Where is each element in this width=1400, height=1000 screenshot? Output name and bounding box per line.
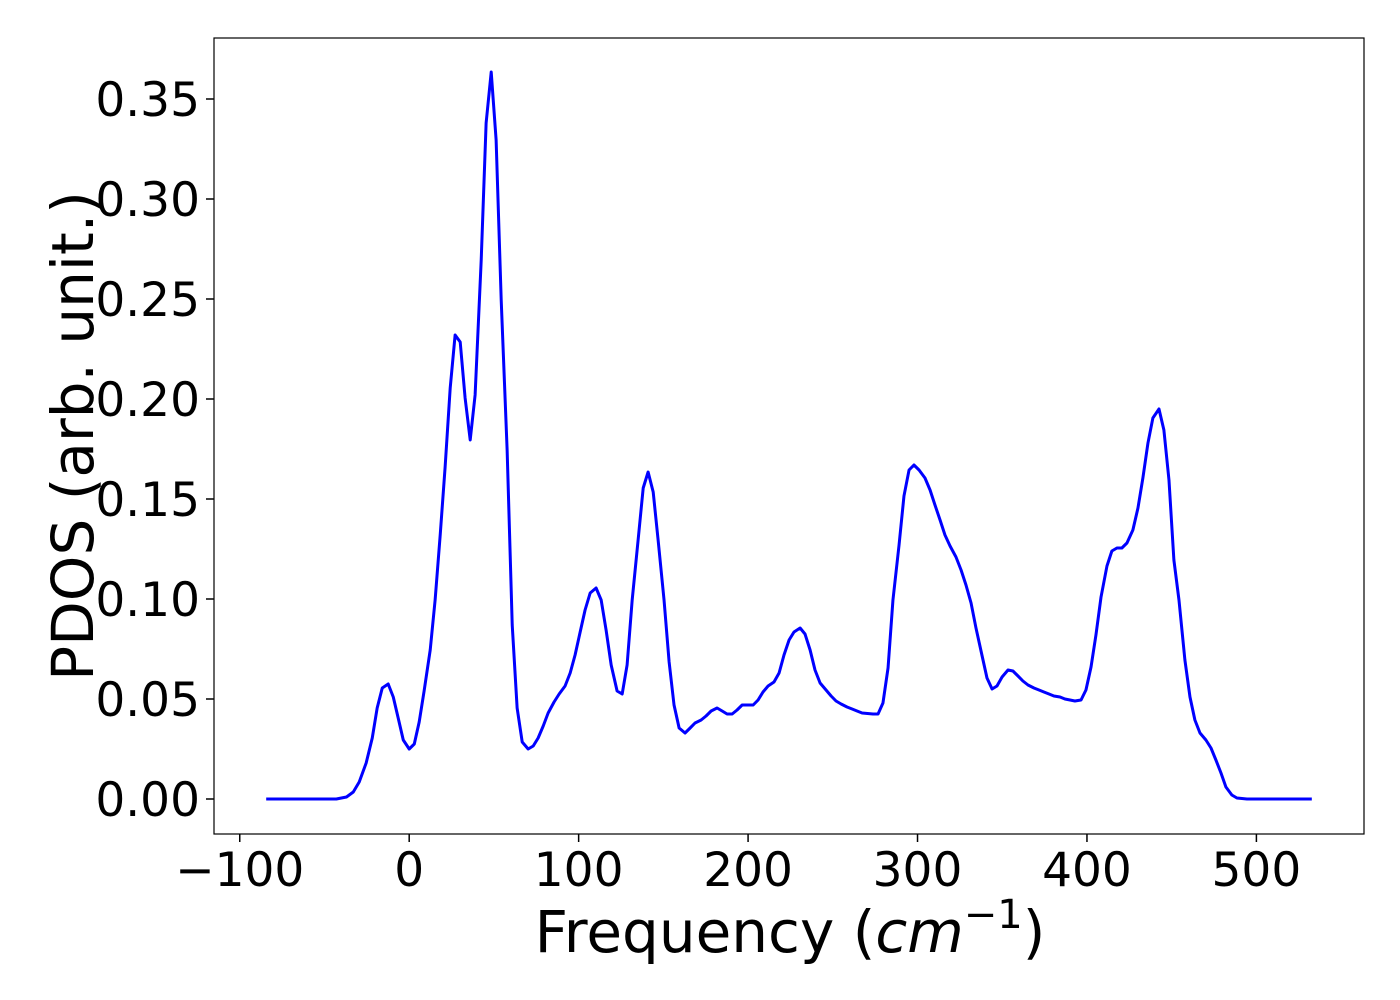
plot-frame [213,37,1365,835]
y-tick-label: 0.20 [95,373,200,428]
x-label-text: Frequency ( [535,898,876,966]
y-tick-label: 0.25 [95,273,200,328]
x-axis-label: Frequency (cm−1) [535,892,1046,966]
y-axis-label: PDOS (arb. unit.) [39,191,107,681]
x-tick-label: −100 [175,843,304,898]
x-label-text: ) [1023,898,1046,966]
x-tick-label: 0 [394,843,424,898]
x-tick-label: 300 [873,843,963,898]
x-label-unit: cm [875,898,963,966]
x-tick-label: 200 [703,843,793,898]
x-tick-label: 400 [1042,843,1132,898]
x-label-exponent: −1 [964,892,1023,938]
y-tick-label: 0.00 [95,773,200,828]
data-line [266,70,1312,801]
x-tick-label: 100 [534,843,624,898]
y-tick-label: 0.35 [95,73,200,128]
y-tick-label: 0.05 [95,673,200,728]
y-tick-label: 0.10 [95,573,200,628]
y-tick-label: 0.15 [95,473,200,528]
y-tick-label: 0.30 [95,173,200,228]
x-tick-label: 500 [1212,843,1302,898]
